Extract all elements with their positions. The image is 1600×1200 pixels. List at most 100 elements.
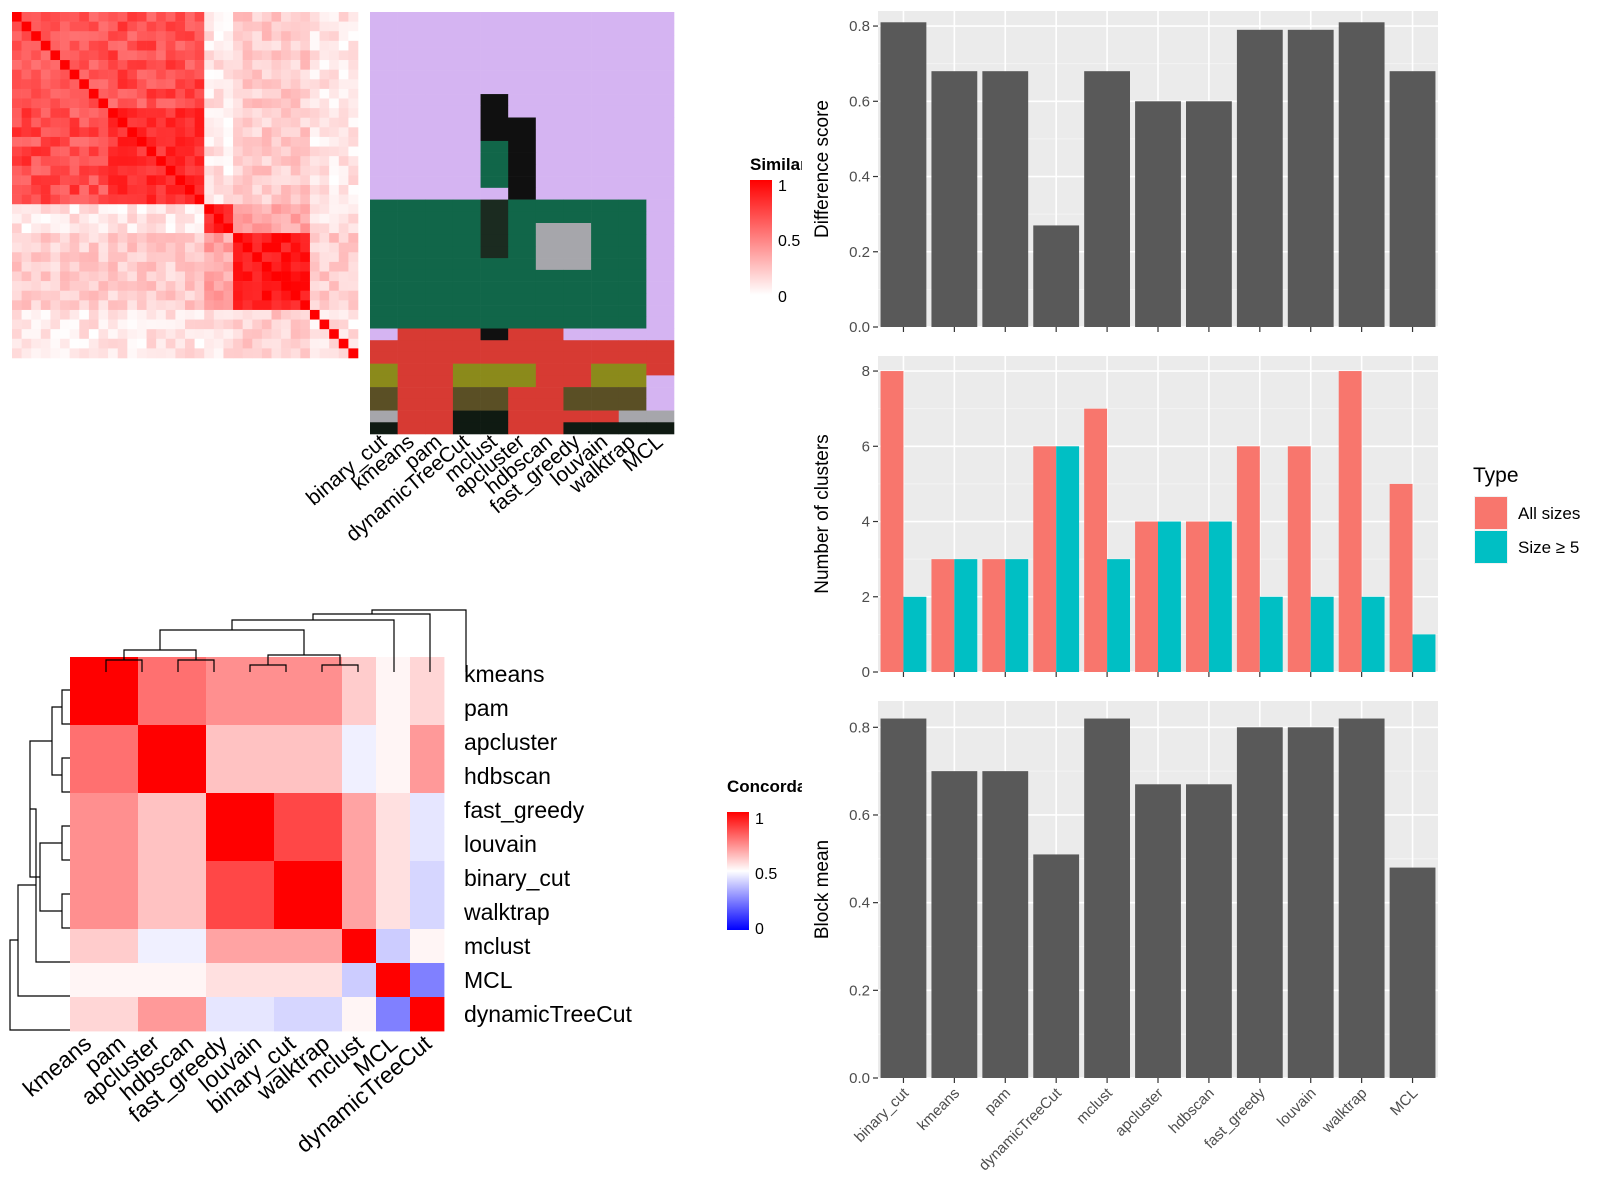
similarity-cell (50, 213, 61, 224)
similarity-cell (281, 329, 292, 340)
similarity-cell (12, 213, 22, 224)
bar (1338, 718, 1385, 1078)
similarity-cell (338, 79, 349, 90)
similarity-cell (12, 223, 22, 234)
similarity-cell (290, 40, 301, 51)
similarity-cell (165, 348, 176, 359)
similarity-cell (98, 319, 109, 330)
similarity-cell (309, 348, 320, 359)
similarity-cell (204, 60, 215, 70)
similarity-cell (98, 165, 109, 176)
similarity-cell (185, 300, 195, 311)
membership-cell (535, 340, 564, 353)
x-tick-label: hdbscan (1166, 1085, 1218, 1137)
membership-cell (618, 211, 647, 224)
membership-cell (535, 117, 564, 130)
similarity-cell (12, 88, 22, 99)
similarity-cell (21, 60, 32, 70)
similarity-cell (223, 213, 234, 224)
similarity-cell (300, 329, 311, 340)
similarity-cell (156, 12, 167, 22)
similarity-cell (213, 252, 224, 263)
similarity-cell (348, 69, 359, 80)
similarity-cell (156, 338, 167, 349)
similarity-cell (117, 290, 128, 301)
similarity-cell (50, 185, 61, 195)
similarity-cell (223, 290, 234, 301)
similarity-cell (348, 300, 359, 311)
concordance-cell (410, 895, 445, 930)
similarity-cell (175, 242, 186, 253)
membership-cell (480, 117, 509, 130)
similarity-cell (281, 194, 292, 205)
similarity-cell (175, 21, 186, 32)
x-tick-label: walktrap (1318, 1085, 1370, 1137)
similarity-cell (21, 242, 32, 253)
similarity-cell (175, 40, 186, 51)
similarity-cell (117, 40, 128, 51)
similarity-cell (329, 319, 340, 330)
membership-cell (452, 82, 481, 95)
similarity-cell (185, 185, 195, 195)
similarity-cell (252, 233, 263, 243)
similarity-cell (165, 40, 176, 51)
similarity-cell (271, 338, 282, 349)
similarity-cell (165, 338, 176, 349)
similarity-cell (165, 271, 176, 282)
similarity-cell (319, 69, 330, 80)
similarity-cell (40, 156, 51, 167)
x-tick-label: pam (981, 1085, 1014, 1118)
similarity-cell (233, 300, 243, 311)
similarity-cell (127, 338, 138, 349)
similarity-cell (40, 31, 51, 42)
similarity-cell (88, 88, 99, 99)
similarity-cell (175, 261, 186, 272)
similarity-cell (146, 309, 157, 320)
membership-cell (480, 82, 509, 95)
similarity-cell (50, 300, 61, 311)
x-tick-label: louvain (1274, 1085, 1320, 1131)
similarity-cell (338, 21, 349, 32)
membership-cell (425, 223, 454, 236)
membership-cell (618, 70, 647, 83)
membership-cell (480, 12, 509, 25)
similarity-cell (242, 281, 253, 292)
similarity-cell (223, 156, 234, 167)
similarity-cell (309, 281, 320, 292)
similarity-cell (252, 194, 263, 205)
similarity-cell (300, 290, 311, 301)
membership-cell (508, 35, 537, 48)
membership-cell (591, 305, 620, 318)
membership-cell (646, 152, 675, 165)
similarity-cell (329, 88, 340, 99)
similarity-cell (79, 98, 90, 109)
similarity-cell (204, 108, 215, 119)
similarity-cell (98, 300, 109, 311)
similarity-cell (69, 98, 80, 109)
similarity-cell (319, 146, 330, 157)
similarity-cell (31, 108, 42, 119)
bar (1389, 867, 1436, 1078)
membership-cell (452, 12, 481, 25)
similarity-cell (117, 319, 128, 330)
similarity-cell (146, 300, 157, 311)
similarity-cell (348, 281, 359, 292)
similarity-cell (12, 261, 22, 272)
similarity-cell (108, 31, 119, 42)
membership-cell (452, 234, 481, 247)
similarity-cell (281, 88, 292, 99)
similarity-cell (348, 117, 359, 128)
similarity-cell (309, 213, 320, 224)
membership-cell (397, 23, 426, 36)
membership-cell (480, 223, 509, 236)
similarity-cell (60, 223, 70, 234)
similarity-cell (50, 136, 61, 147)
similarity-cell (242, 156, 253, 167)
similarity-cell (242, 127, 253, 138)
bar (1186, 101, 1232, 328)
similarity-cell (348, 88, 359, 99)
similarity-cell (213, 194, 224, 205)
membership-cell (508, 70, 537, 83)
similarity-cell (185, 165, 195, 176)
membership-cell (618, 293, 647, 306)
